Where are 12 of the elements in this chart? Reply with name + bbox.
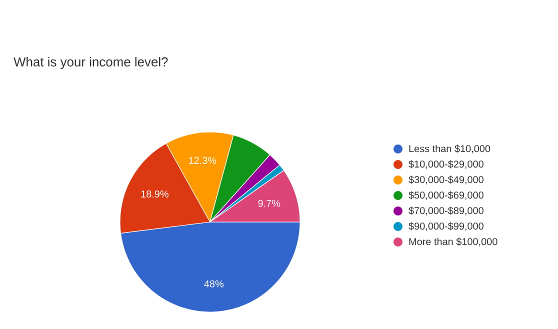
data-label: 12.3% <box>189 156 216 164</box>
legend-label: $50,000-$69,000 <box>408 191 484 200</box>
legend-label: $90,000-$99,000 <box>408 222 484 231</box>
legend-label: $30,000-$49,000 <box>408 176 484 184</box>
legend-label: $10,000-$29,000 <box>408 160 484 169</box>
data-label: 9.7% <box>258 200 280 207</box>
legend-label: More than $100,000 <box>409 238 498 246</box>
legend-label: Less than $10,000 <box>409 144 490 154</box>
data-label: 48% <box>204 280 224 288</box>
data-label: 18.9% <box>141 190 168 198</box>
chart-title: What is your income level? <box>14 56 168 70</box>
legend-label: $70,000-$89,000 <box>408 206 484 216</box>
